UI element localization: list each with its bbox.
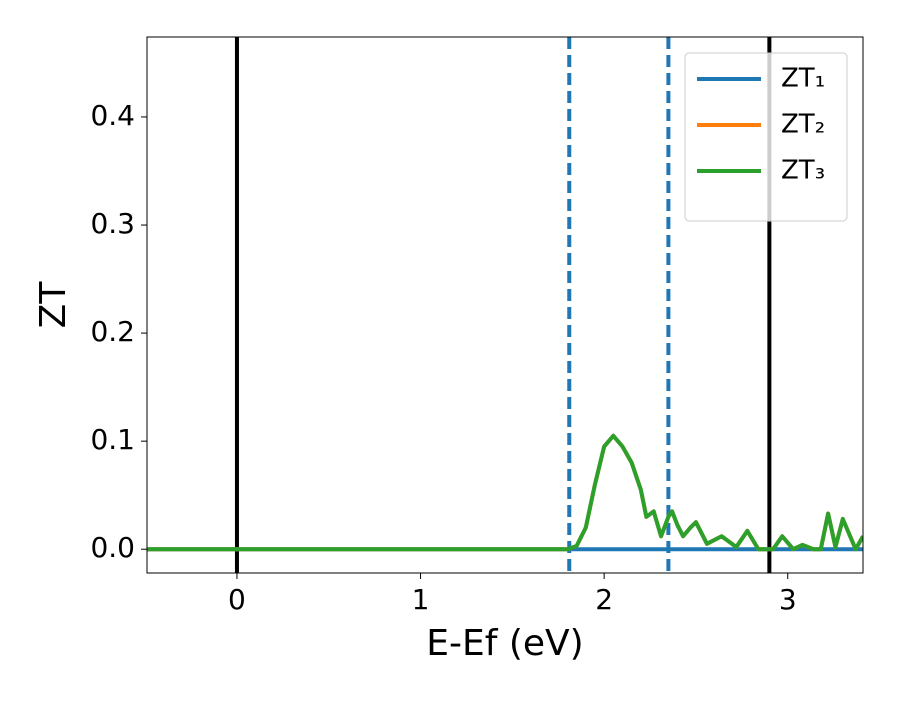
legend-label: ZT₂ — [781, 110, 825, 140]
y-axis-label: ZT — [33, 281, 74, 329]
x-tick-label: 0 — [228, 583, 246, 616]
axes-frame — [146, 36, 864, 574]
y-tick-label: 0.0 — [90, 531, 135, 564]
y-tick-label: 0.3 — [90, 207, 135, 240]
x-tick-label: 3 — [779, 583, 797, 616]
x-axis-label: E-Ef (eV) — [426, 623, 583, 664]
legend-label: ZT₃ — [781, 156, 825, 186]
legend-label: ZT₁ — [781, 64, 825, 94]
y-tick-label: 0.1 — [90, 423, 135, 456]
legend-box — [684, 52, 848, 222]
series-line — [147, 433, 863, 552]
x-tick-label: 2 — [595, 583, 613, 616]
y-tick-label: 0.4 — [90, 99, 135, 132]
y-tick-label: 0.2 — [90, 315, 135, 348]
x-tick-label: 1 — [412, 583, 430, 616]
